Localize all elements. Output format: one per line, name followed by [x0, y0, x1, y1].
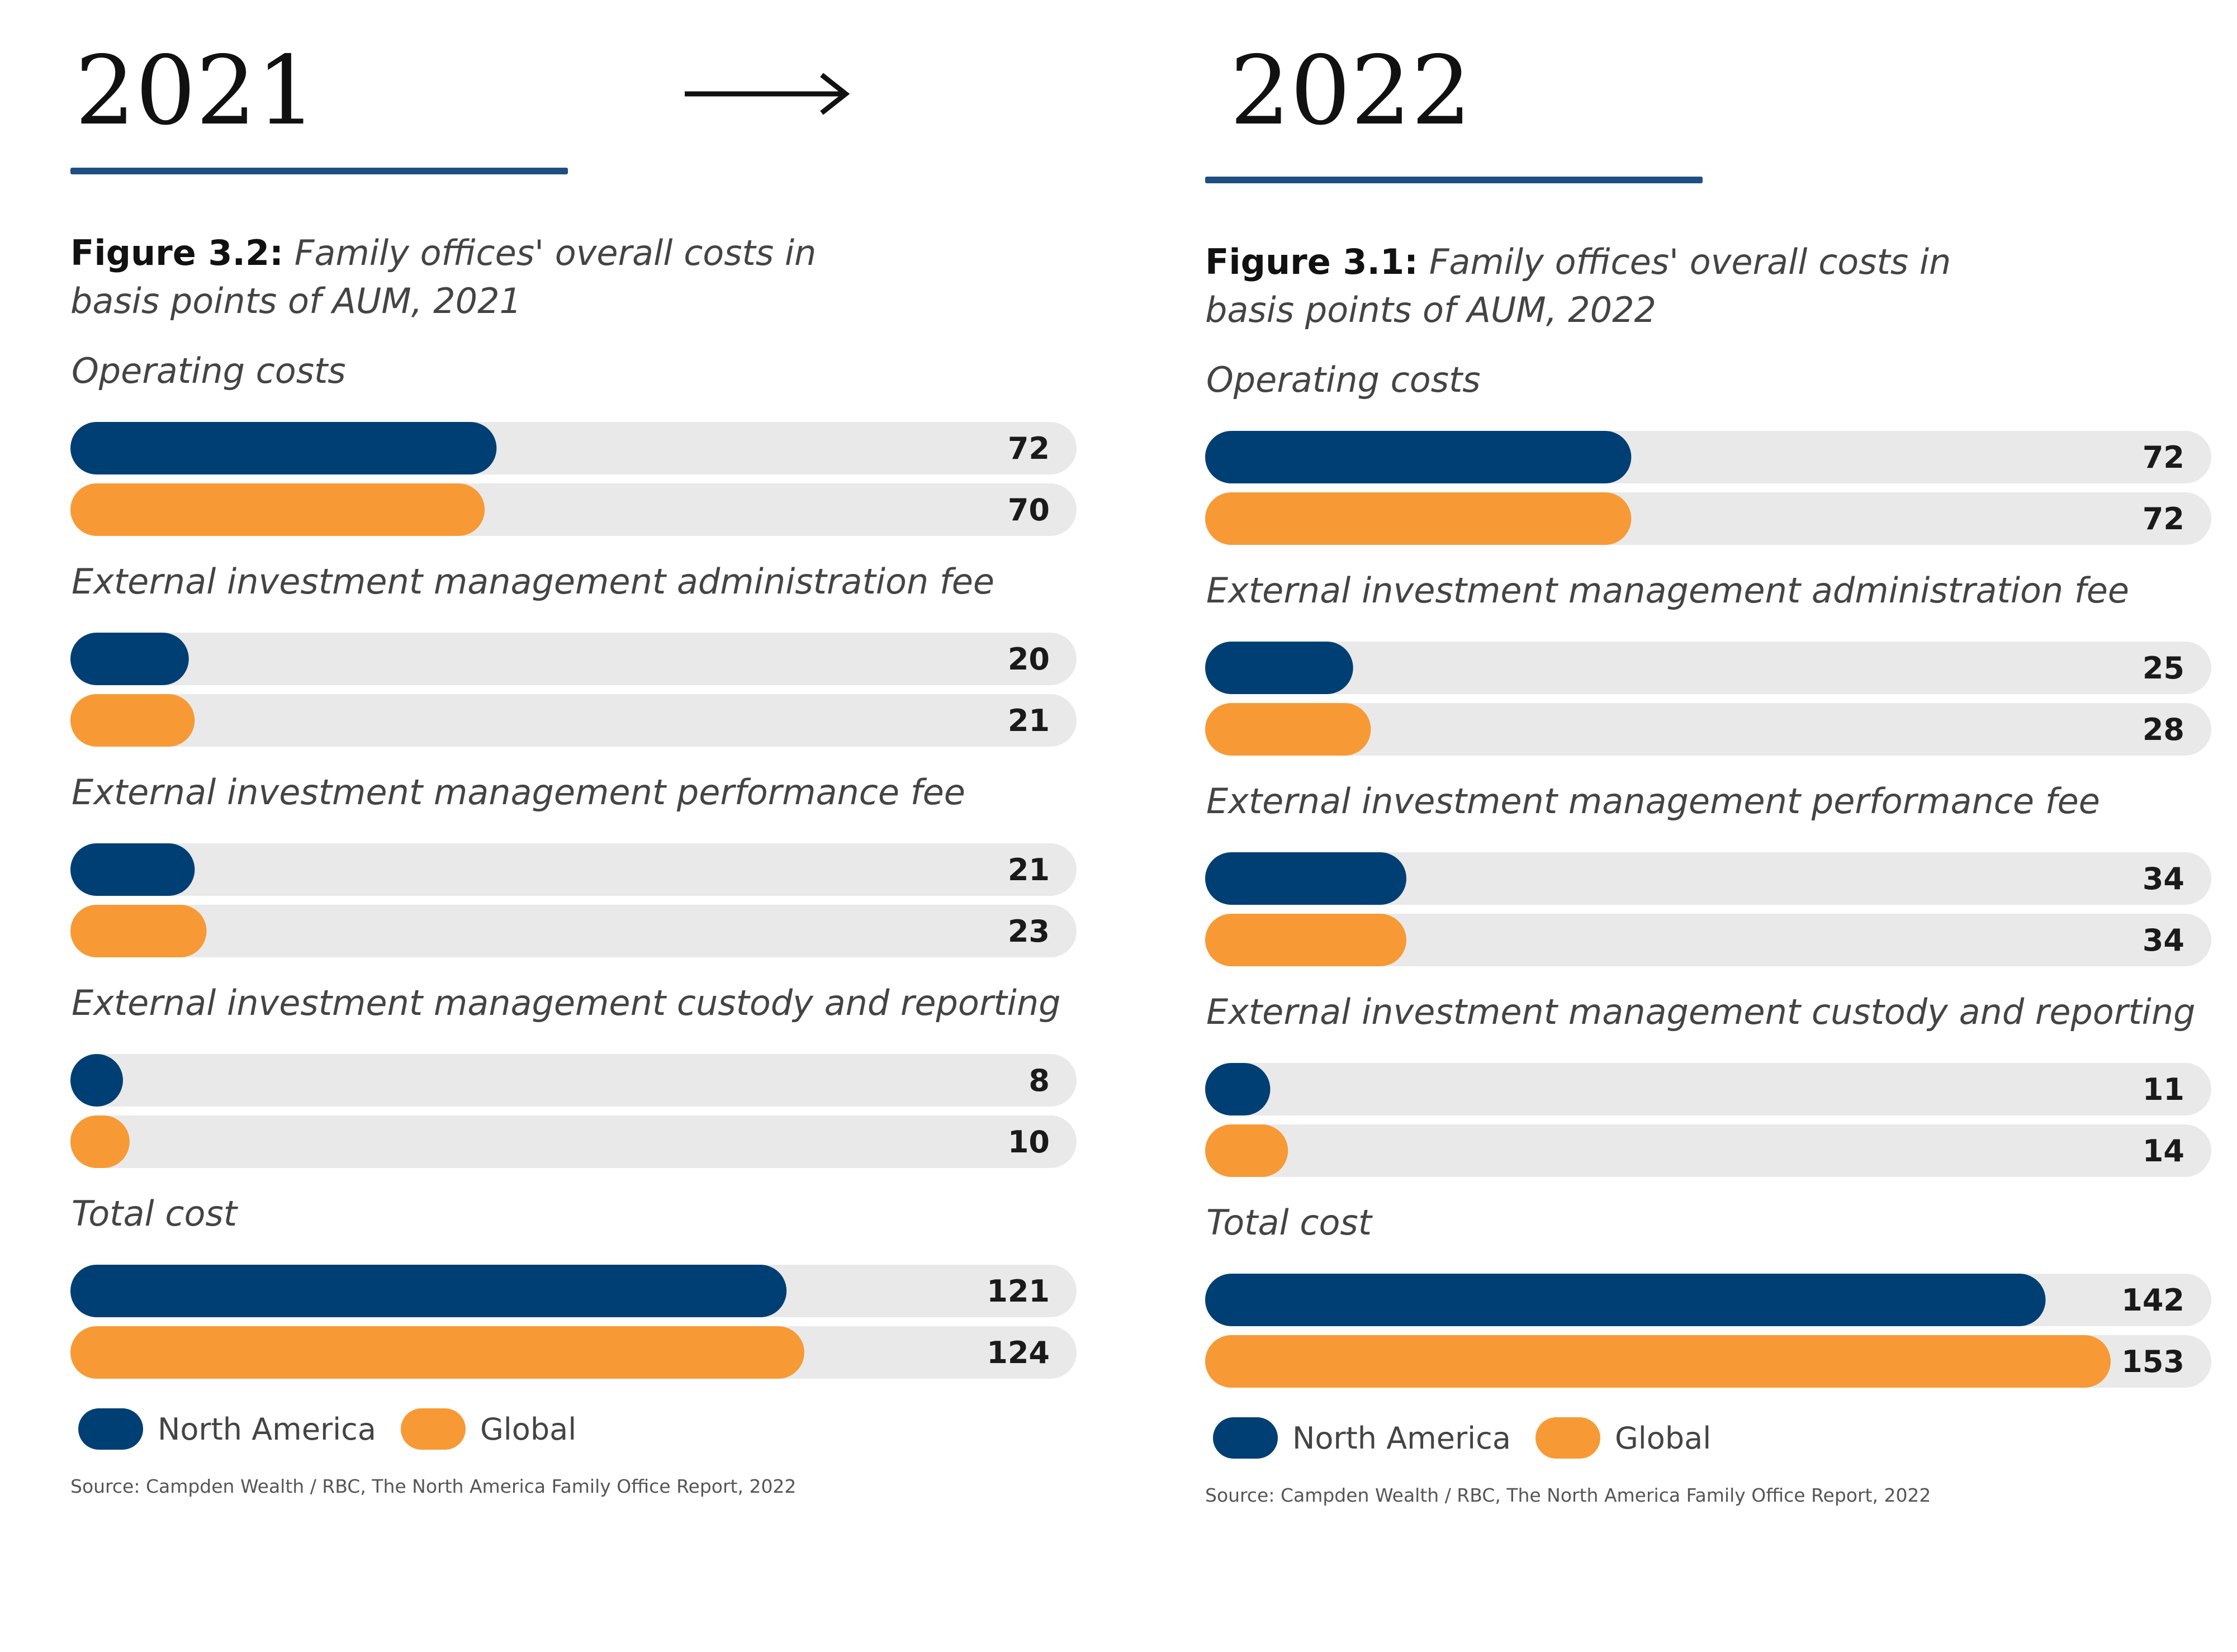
bar-north-america-total-cost	[1205, 1274, 2046, 1326]
bar-north-america-total-cost	[70, 1265, 787, 1317]
category-label-external-investment-management-custody-and-reporting: External investment management custody a…	[1206, 991, 2196, 1032]
legend-item-global: Global	[1535, 1417, 1711, 1459]
category-label-operating-costs: Operating costs	[72, 350, 346, 391]
value-label-north-america-external-investment-management-performance-fee: 34	[2143, 861, 2184, 896]
category-label-external-investment-management-performance-fee: External investment management performan…	[72, 772, 965, 813]
header-rule	[70, 168, 568, 174]
bar-global-external-investment-management-administration-fee	[70, 694, 195, 747]
figure-caption: Figure 3.1: Family offices' overall cost…	[1205, 238, 1951, 334]
bar-chart-2021: Operating costs 72 70 External investment m…	[70, 350, 1077, 1379]
value-label-north-america-external-investment-management-performance-fee: 21	[1008, 852, 1050, 887]
legend-swatch-global	[400, 1408, 466, 1450]
bar-track	[70, 694, 1077, 747]
value-label-global-operating-costs: 70	[1008, 492, 1050, 528]
figure-2021-panel: Figure 3.2: Family offices' overall cost…	[70, 168, 1077, 1643]
figure-label: Figure 3.2:	[70, 232, 283, 273]
bar-track	[70, 1054, 1077, 1107]
header-rule	[1205, 177, 1703, 183]
bar-chart-2022: Operating costs 72 72 External investment m…	[1205, 359, 2211, 1388]
bar-global-external-investment-management-performance-fee	[70, 905, 207, 957]
value-label-global-external-investment-management-custody-and-reporting: 14	[2143, 1133, 2184, 1169]
year-2021-heading: 2021	[75, 36, 317, 146]
category-label-operating-costs: Operating costs	[1206, 359, 1481, 400]
value-label-north-america-operating-costs: 72	[2143, 440, 2184, 475]
figure-caption: Figure 3.2: Family offices' overall cost…	[70, 229, 816, 325]
value-label-global-external-investment-management-administration-fee: 28	[2143, 712, 2184, 747]
category-label-total-cost: Total cost	[1206, 1202, 1373, 1243]
value-label-north-america-external-investment-management-custody-and-reporting: 11	[2143, 1072, 2184, 1107]
bar-track	[70, 1115, 1077, 1168]
value-label-global-external-investment-management-performance-fee: 23	[1008, 914, 1050, 949]
value-label-global-total-cost: 124	[987, 1335, 1050, 1370]
bar-global-total-cost	[1205, 1335, 2111, 1388]
bar-north-america-external-investment-management-administration-fee	[1205, 642, 1353, 694]
source-note: Source: Campden Wealth / RBC, The North …	[70, 1475, 797, 1497]
bar-north-america-external-investment-management-custody-and-reporting	[1205, 1063, 1271, 1115]
bar-track	[1205, 642, 2211, 694]
value-label-global-total-cost: 153	[2121, 1344, 2184, 1379]
legend-swatch-north-america	[1213, 1417, 1278, 1459]
figure-title-line1: Family offices' overall costs in	[294, 232, 817, 273]
category-label-total-cost: Total cost	[72, 1193, 239, 1234]
bar-north-america-operating-costs	[1205, 431, 1632, 483]
value-label-global-external-investment-management-performance-fee: 34	[2143, 923, 2184, 958]
bar-track	[1205, 1124, 2211, 1177]
value-label-north-america-external-investment-management-administration-fee: 20	[1008, 642, 1050, 677]
figure-title-line1: Family offices' overall costs in	[1429, 241, 1951, 282]
value-label-global-operating-costs: 72	[2143, 501, 2184, 537]
bar-track	[1205, 914, 2211, 966]
legend-item-global: Global	[400, 1408, 577, 1450]
bar-track	[1205, 1063, 2211, 1115]
bar-north-america-external-investment-management-administration-fee	[70, 633, 189, 685]
value-label-north-america-total-cost: 142	[2121, 1283, 2184, 1318]
value-label-north-america-operating-costs: 72	[1008, 431, 1050, 466]
bar-global-external-investment-management-administration-fee	[1205, 703, 1371, 756]
category-label-external-investment-management-custody-and-reporting: External investment management custody a…	[72, 982, 1061, 1023]
figure-title-line2: basis points of AUM, 2022	[1205, 289, 1656, 330]
bar-global-operating-costs	[1205, 492, 1632, 545]
figure-2022-panel: Figure 3.1: Family offices' overall cost…	[1205, 177, 2211, 1652]
bar-global-external-investment-management-custody-and-reporting	[1205, 1124, 1288, 1177]
chart-legend: North America Global	[78, 1408, 601, 1450]
figure-label: Figure 3.1:	[1205, 241, 1418, 282]
source-note: Source: Campden Wealth / RBC, The North …	[1205, 1484, 1931, 1506]
value-label-north-america-external-investment-management-custody-and-reporting: 8	[1029, 1063, 1050, 1098]
bar-track	[70, 633, 1077, 685]
legend-label-north-america: North America	[158, 1411, 376, 1447]
legend-label-global: Global	[480, 1411, 577, 1447]
value-label-global-external-investment-management-administration-fee: 21	[1008, 703, 1050, 738]
value-label-global-external-investment-management-custody-and-reporting: 10	[1008, 1124, 1050, 1160]
legend-swatch-north-america	[78, 1408, 143, 1450]
legend-swatch-global	[1535, 1417, 1600, 1459]
legend-item-north-america: North America	[78, 1408, 376, 1450]
bar-north-america-external-investment-management-performance-fee	[1205, 852, 1406, 905]
legend-label-north-america: North America	[1292, 1420, 1511, 1456]
legend-label-global: Global	[1614, 1420, 1712, 1456]
bar-track	[1205, 703, 2211, 756]
bar-north-america-external-investment-management-custody-and-reporting	[70, 1054, 123, 1107]
bar-global-operating-costs	[70, 483, 485, 536]
category-label-external-investment-management-administration-fee: External investment management administr…	[1206, 570, 2129, 611]
bar-global-external-investment-management-performance-fee	[1205, 914, 1406, 966]
bar-track	[1205, 852, 2211, 905]
year-2022-heading: 2022	[1230, 36, 1472, 146]
bar-north-america-operating-costs	[70, 422, 497, 474]
legend-item-north-america: North America	[1213, 1417, 1511, 1459]
category-label-external-investment-management-administration-fee: External investment management administr…	[72, 561, 994, 602]
value-label-north-america-external-investment-management-administration-fee: 25	[2143, 651, 2184, 686]
bar-global-external-investment-management-custody-and-reporting	[70, 1115, 130, 1168]
bar-global-total-cost	[70, 1326, 804, 1379]
chart-legend: North America Global	[1213, 1417, 1736, 1459]
bar-track	[70, 905, 1077, 957]
value-label-north-america-total-cost: 121	[987, 1274, 1050, 1309]
right-arrow-icon	[685, 73, 850, 115]
category-label-external-investment-management-performance-fee: External investment management performan…	[1206, 781, 2100, 822]
figure-title-line2: basis points of AUM, 2021	[70, 281, 522, 321]
bar-north-america-external-investment-management-performance-fee	[70, 843, 195, 896]
bar-track	[70, 843, 1077, 896]
